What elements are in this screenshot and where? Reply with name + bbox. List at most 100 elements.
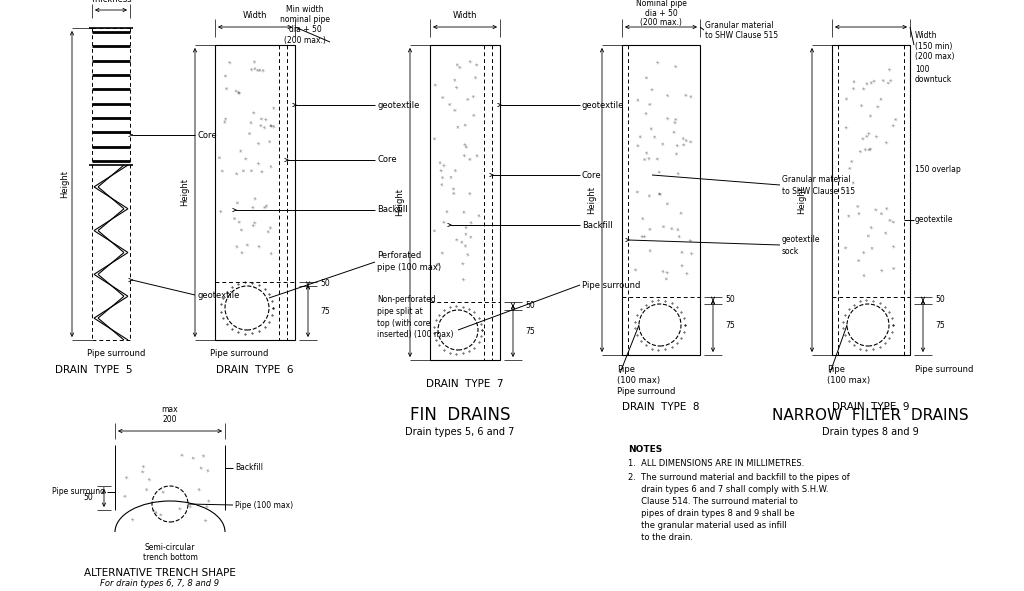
Text: ×: × [665, 276, 670, 281]
Text: Backfill: Backfill [234, 463, 263, 472]
Text: ×: × [439, 249, 445, 255]
Text: ×: × [237, 89, 243, 96]
Text: ×: × [252, 219, 258, 226]
Text: ×: × [879, 268, 885, 274]
Text: ×: × [867, 147, 872, 151]
Text: ×: × [257, 244, 263, 251]
Text: FIN  DRAINS: FIN DRAINS [410, 406, 510, 424]
Text: ×: × [252, 66, 258, 72]
Text: ×: × [461, 260, 467, 267]
Text: ×: × [472, 75, 478, 82]
Text: ×: × [681, 136, 687, 142]
Text: ×: × [879, 97, 883, 102]
Text: ×: × [672, 119, 678, 125]
Text: ×: × [440, 94, 446, 99]
Text: 75: 75 [319, 307, 330, 316]
Text: ×: × [872, 206, 880, 212]
Text: dia + 50: dia + 50 [289, 25, 322, 34]
Text: ×: × [633, 267, 640, 272]
Text: ×: × [234, 87, 241, 93]
Text: Height: Height [798, 186, 807, 214]
Text: ×: × [846, 213, 850, 219]
Text: ×: × [849, 158, 855, 163]
Text: dia + 50: dia + 50 [645, 8, 677, 18]
Text: Width: Width [243, 11, 267, 20]
Text: ×: × [260, 68, 266, 74]
Text: ×: × [240, 249, 246, 256]
Text: ×: × [449, 176, 453, 181]
Text: ×: × [891, 219, 897, 225]
Text: ×: × [688, 138, 694, 145]
Text: ×: × [453, 168, 459, 174]
Text: Pipe: Pipe [617, 365, 635, 374]
Text: ×: × [232, 216, 239, 220]
Text: ×: × [439, 175, 445, 181]
Text: ×: × [237, 219, 243, 225]
Text: ×: × [443, 209, 450, 215]
Text: Pipe (100 max): Pipe (100 max) [234, 501, 293, 509]
Text: ×: × [684, 92, 689, 98]
Text: ×: × [463, 122, 469, 128]
Text: ×: × [892, 265, 898, 269]
Text: ×: × [880, 211, 885, 215]
Text: DRAIN  TYPE  7: DRAIN TYPE 7 [426, 379, 504, 389]
Text: ×: × [648, 126, 653, 132]
Text: ×: × [860, 135, 867, 142]
Text: ×: × [647, 194, 652, 200]
Text: ×: × [640, 233, 646, 239]
Text: ×: × [197, 487, 203, 493]
Text: nominal pipe: nominal pipe [280, 15, 330, 24]
Text: ×: × [239, 227, 245, 233]
Text: ×: × [251, 222, 257, 229]
Text: ×: × [665, 115, 671, 122]
Text: ×: × [681, 142, 687, 148]
Text: ×: × [461, 210, 465, 216]
Text: ×: × [858, 103, 864, 109]
Text: ×: × [270, 124, 276, 130]
Text: ×: × [263, 203, 268, 209]
Bar [430, 45, 500, 360]
Text: ×: × [249, 66, 256, 73]
Text: ×: × [433, 82, 439, 87]
Text: ×: × [652, 135, 656, 140]
Text: 75: 75 [935, 322, 945, 330]
Text: ×: × [684, 270, 690, 277]
Text: ×: × [843, 245, 849, 251]
Text: ×: × [639, 216, 645, 222]
Text: ×: × [434, 262, 439, 268]
Text: ×: × [861, 85, 867, 92]
Text: Width: Width [453, 11, 477, 20]
Text: ×: × [250, 168, 255, 173]
Text: ×: × [266, 139, 272, 145]
Text: ×: × [268, 123, 274, 129]
Text: 150 overlap: 150 overlap [915, 165, 961, 174]
Text: ×: × [855, 203, 861, 209]
Text: 2.  The surround material and backfill to the pipes of: 2. The surround material and backfill to… [628, 473, 850, 482]
Text: ×: × [890, 122, 897, 128]
Text: ×: × [660, 269, 667, 275]
Text: ×: × [864, 133, 870, 138]
Text: ×: × [146, 476, 153, 483]
Text: ×: × [636, 142, 642, 149]
Text: ×: × [457, 64, 463, 69]
Text: pipe (100 max): pipe (100 max) [377, 264, 441, 272]
Text: ×: × [676, 170, 682, 177]
Text: ×: × [158, 512, 165, 518]
Text: ×: × [222, 116, 227, 122]
Text: ×: × [641, 233, 648, 239]
Bar [622, 45, 700, 355]
Text: ×: × [124, 475, 130, 481]
Text: ×: × [672, 128, 678, 134]
Text: ×: × [665, 269, 671, 276]
Text: ×: × [683, 137, 689, 144]
Text: Thickness: Thickness [90, 0, 132, 5]
Text: ×: × [867, 113, 872, 119]
Text: ×: × [657, 169, 664, 174]
Text: ×: × [876, 103, 882, 109]
Text: Drain types 5, 6 and 7: Drain types 5, 6 and 7 [406, 427, 515, 437]
Text: ×: × [256, 140, 262, 147]
Text: Core: Core [582, 170, 602, 180]
Text: ×: × [204, 503, 210, 509]
Text: (100 max): (100 max) [827, 375, 870, 385]
Text: ×: × [673, 63, 679, 70]
